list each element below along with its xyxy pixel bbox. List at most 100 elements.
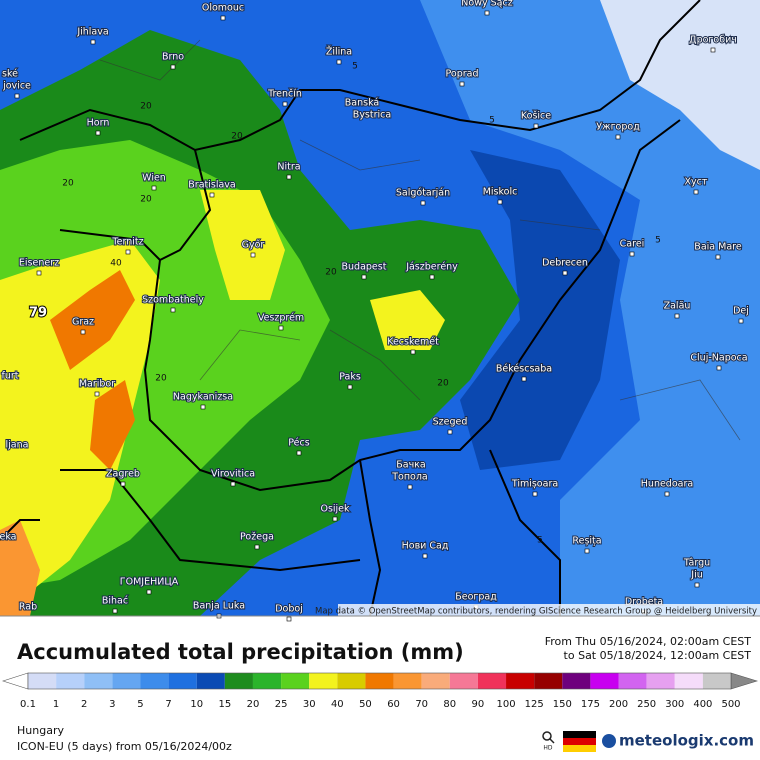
place-label: Olomouc <box>202 3 244 14</box>
place-label: Dej <box>733 306 749 317</box>
place-label: Veszprém <box>258 313 304 324</box>
place-marker <box>584 548 590 554</box>
place-label: Târgu <box>683 558 710 569</box>
place-marker <box>90 39 96 45</box>
place-label: ljana <box>6 440 29 451</box>
legend-value: 1 <box>53 699 59 710</box>
place-label: Trenčín <box>267 89 302 100</box>
place-marker <box>146 589 152 595</box>
legend-value: 90 <box>472 699 485 710</box>
place-marker <box>694 582 700 588</box>
orange-area <box>50 270 135 370</box>
place-marker <box>95 130 101 136</box>
place-label: Győr <box>242 240 265 251</box>
legend-swatch <box>337 673 366 689</box>
place-marker <box>254 544 260 550</box>
contour-label: 79 <box>29 306 47 321</box>
place-marker <box>336 59 342 65</box>
legend-swatch <box>590 673 619 689</box>
legend-frame <box>27 672 732 690</box>
contour-label: 5 <box>537 536 543 546</box>
yellow-area <box>0 240 160 600</box>
place-label: Нови Сад <box>402 541 449 552</box>
place-label: Ужгород <box>596 122 640 133</box>
place-label: Békéscsaba <box>496 364 552 375</box>
legend-swatch <box>252 673 282 689</box>
legend-swatch <box>534 673 563 689</box>
place-label: Szeged <box>433 417 468 428</box>
place-marker <box>629 251 635 257</box>
magnifier-handle <box>549 738 555 744</box>
place-label: Požega <box>240 532 274 543</box>
contour-label: 20 <box>325 268 337 278</box>
place-label: Eisenerz <box>19 258 59 269</box>
legend-swatch <box>562 673 591 689</box>
place-marker <box>347 384 353 390</box>
place-label: Virovitica <box>211 469 255 480</box>
place-marker <box>674 313 680 319</box>
brand-icon <box>602 734 616 748</box>
place-marker <box>94 391 100 397</box>
place-label: Rab <box>19 602 37 613</box>
legend-swatch <box>449 673 478 689</box>
legend-swatch <box>365 673 394 689</box>
legend-swatch <box>196 673 225 689</box>
place-label: Timișoara <box>511 479 558 490</box>
orange-area <box>90 380 135 470</box>
place-marker <box>562 270 568 276</box>
legend-value: 25 <box>275 699 288 710</box>
place-marker <box>286 616 292 622</box>
place-marker <box>170 64 176 70</box>
place-label: Hunedoara <box>641 479 693 490</box>
place-marker <box>715 254 721 260</box>
period-to: to Sat 05/18/2024, 12:00am CEST <box>564 649 752 662</box>
contour-label: 20 <box>62 179 74 189</box>
period-from: From Thu 05/16/2024, 02:00am CEST <box>545 635 752 648</box>
place-marker <box>361 274 367 280</box>
legend-swatch <box>506 673 535 689</box>
place-marker <box>497 199 503 205</box>
place-label: Graz <box>72 317 94 328</box>
legend-arrow-right <box>730 672 759 690</box>
place-label: Бачка <box>396 460 426 471</box>
place-marker <box>716 365 722 371</box>
legend-value: 50 <box>359 699 372 710</box>
legend-value: 3 <box>109 699 115 710</box>
legend-swatch <box>421 673 450 689</box>
place-label: furt <box>2 371 19 382</box>
region-lines <box>99 39 741 441</box>
legend-value: 70 <box>415 699 428 710</box>
place-label: Košice <box>521 111 551 122</box>
place-marker <box>484 10 490 16</box>
place-label: Kecskemét <box>387 337 439 348</box>
place-label: Nitra <box>277 162 300 173</box>
legend-swatch <box>309 673 338 689</box>
place-marker <box>120 481 126 487</box>
legend-value: 40 <box>331 699 344 710</box>
place-marker <box>422 553 428 559</box>
logo[interactable]: HD meteologix.com <box>542 731 754 752</box>
place-label: Београд <box>455 592 497 603</box>
place-marker <box>332 516 338 522</box>
place-marker <box>710 47 716 53</box>
place-label: Bihać <box>102 596 128 607</box>
place-label: Szombathely <box>142 295 204 306</box>
place-marker <box>533 123 539 129</box>
place-marker <box>447 429 453 435</box>
place-marker <box>170 307 176 313</box>
place-label: Horn <box>87 118 110 129</box>
legend-value: 20 <box>247 699 260 710</box>
place-label: Хуст <box>685 177 708 188</box>
legend-swatch <box>56 673 85 689</box>
place-marker <box>296 450 302 456</box>
place-marker <box>220 15 226 21</box>
legend-swatch <box>477 673 507 689</box>
legend-value: 150 <box>553 699 572 710</box>
flag-red <box>563 738 596 745</box>
place-label: Salgótarján <box>396 188 450 199</box>
place-label: Jiu <box>690 570 702 581</box>
place-label: Debrecen <box>542 258 588 269</box>
place-marker <box>407 484 413 490</box>
